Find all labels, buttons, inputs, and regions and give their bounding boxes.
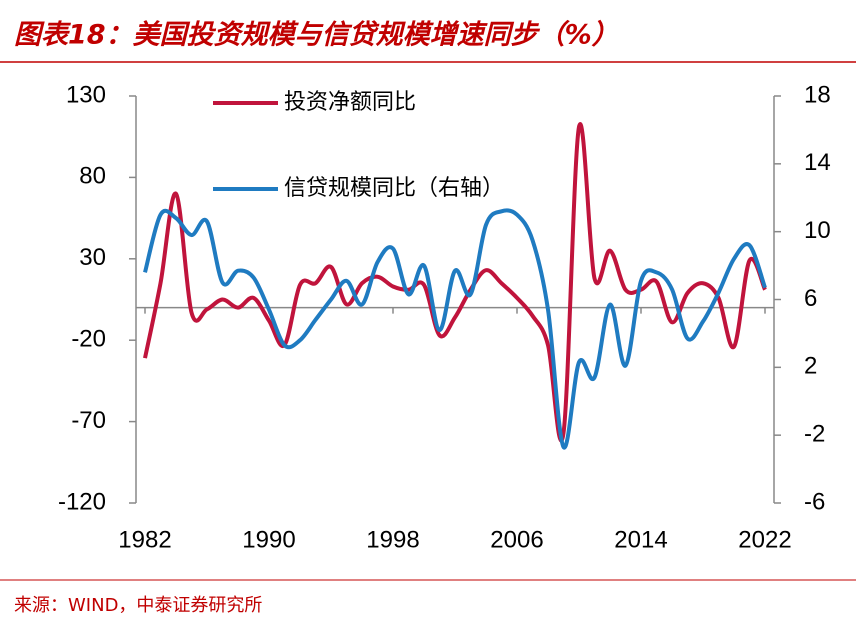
source-note: 来源：WIND，中泰证券研究所 xyxy=(14,595,262,616)
y2-tick-label: -2 xyxy=(804,421,825,448)
y2-tick-label: 14 xyxy=(804,149,831,176)
y2-tick-label: 10 xyxy=(804,217,831,244)
legend-label: 信贷规模同比（右轴） xyxy=(284,176,504,201)
y2-tick-label: 18 xyxy=(804,81,831,108)
series-line xyxy=(143,122,767,443)
y-tick-label: -70 xyxy=(71,407,106,434)
y2-tick-label: -6 xyxy=(804,488,825,515)
x-tick-label: 1982 xyxy=(118,526,171,553)
y-tick-label: 30 xyxy=(79,244,106,271)
y-tick-label: 130 xyxy=(66,81,106,108)
y-tick-label: -120 xyxy=(58,488,106,515)
x-tick-label: 2006 xyxy=(490,526,543,553)
y2-tick-label: 2 xyxy=(804,353,817,380)
x-tick-label: 2022 xyxy=(738,526,791,553)
legend-label: 投资净额同比 xyxy=(284,90,416,115)
x-tick-label: 2014 xyxy=(614,526,667,553)
x-tick-label: 1990 xyxy=(242,526,295,553)
y-tick-label: -20 xyxy=(71,326,106,353)
x-tick-label: 1998 xyxy=(366,526,419,553)
y-tick-label: 80 xyxy=(79,163,106,190)
y2-tick-label: 6 xyxy=(804,285,817,312)
chart-title: 图表18：美国投资规模与信贷规模增速同步（%） xyxy=(14,20,619,51)
series-line xyxy=(143,208,767,450)
